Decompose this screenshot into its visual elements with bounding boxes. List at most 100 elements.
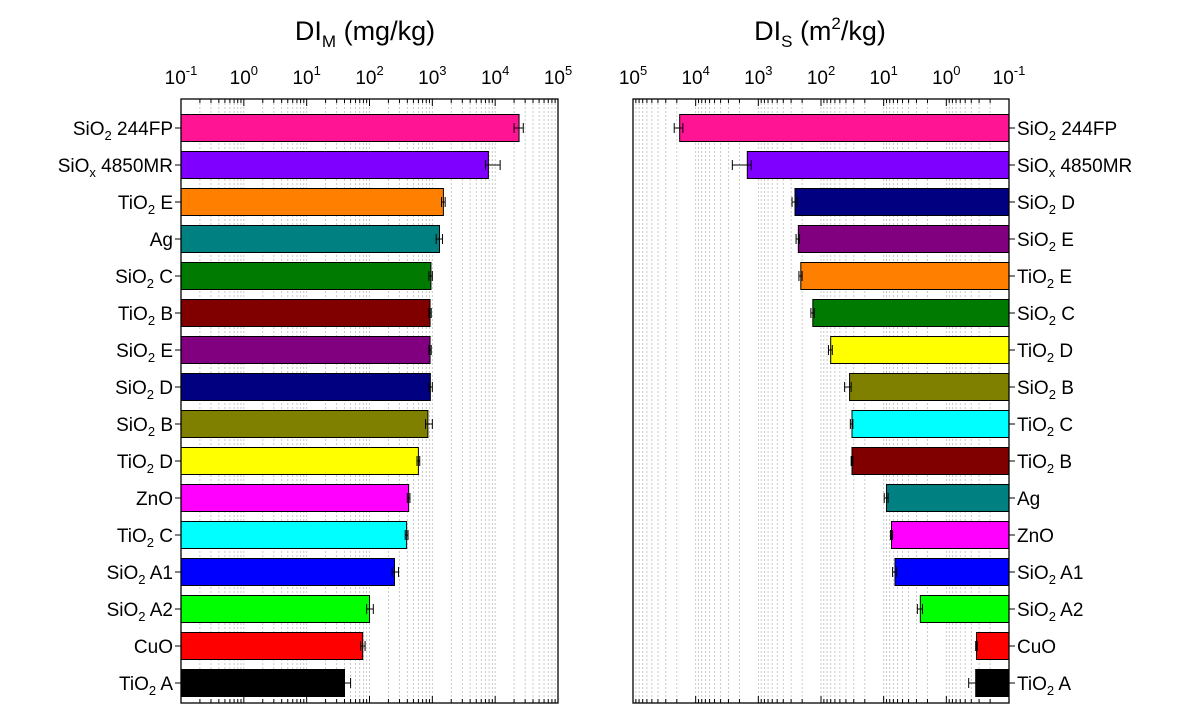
category-label: SiO2 C [115,267,173,291]
axis-title: DIS (m2/kg) [754,14,886,51]
category-label: SiO2 244FP [73,119,173,143]
bar [180,410,429,438]
tick-label: 101 [869,63,897,89]
category-label: ZnO [1017,526,1054,547]
error-bar [975,641,978,651]
category-label: SiO2 D [115,378,173,402]
tick-label: 100 [230,63,258,89]
category-label: SiO2 E [116,341,173,365]
bar [180,595,370,623]
bar [976,632,1010,660]
error-bar [416,456,421,466]
category-label: TiO2 B [1017,452,1072,476]
bar [180,262,432,290]
category-label: TiO2 E [1017,267,1072,291]
bar [830,336,1010,364]
error-bar [435,234,443,244]
bar [894,558,1010,586]
error-bar [428,382,433,392]
error-bar [673,123,684,133]
error-bar [428,271,433,281]
bars [180,114,524,697]
tick-label: 100 [932,63,960,89]
bar [180,299,431,327]
error-bar [798,271,803,281]
tick-label: 102 [807,63,835,89]
bar [679,114,1010,142]
category-label: SiO2 A2 [1017,600,1083,624]
plot-frame [180,98,559,704]
category-labels: SiO2 244FP SiOx 4850MR TiO2 E Ag SiO2 C TiO2 … [58,119,181,698]
bar [180,669,345,697]
category-label: SiO2 E [1017,230,1074,254]
error-bar [731,160,752,170]
bar [919,595,1010,623]
bar [890,521,1010,549]
category-label: Ag [1017,489,1040,510]
tick-label: 103 [744,63,772,89]
bar [180,632,364,660]
category-label: CuO [134,637,173,658]
bar [180,558,396,586]
bar [975,669,1010,697]
category-label: SiO2 A1 [107,563,173,587]
category-label: SiOx 4850MR [58,156,173,180]
bar [746,151,1010,179]
tick-label: 105 [544,63,572,89]
error-bar [428,345,432,355]
plot-frame [632,98,1010,704]
tick-label: 105 [619,63,647,89]
category-label: SiO2 244FP [1017,119,1117,143]
bar [800,262,1010,290]
bar [851,447,1010,475]
tick-label: 101 [292,63,320,89]
axis-title: DIM (mg/kg) [295,16,435,51]
category-label: TiO2 C [117,526,173,550]
category-label: Ag [150,230,173,251]
bars [673,114,1010,697]
category-label: SiO2 A2 [107,600,173,624]
category-label: TiO2 A [1017,674,1071,698]
bar [797,225,1010,253]
error-bar [513,123,524,133]
error-bar [791,197,798,207]
bar [180,447,419,475]
bar [849,373,1010,401]
tick-label: 10-1 [993,63,1026,89]
error-bar [916,604,924,614]
bar [180,225,440,253]
category-label: SiO2 C [1017,304,1075,328]
error-bar [810,308,815,318]
error-bar [849,419,854,429]
category-labels: SiO2 244FP SiOx 4850MR SiO2 D SiO2 E TiO2 E S… [1009,119,1132,698]
tick-labels: 10-1 100 101 102 103 104 105 [165,63,573,89]
tick-label: 104 [481,63,509,89]
error-bar [366,604,374,614]
error-bar [795,234,801,244]
bar [851,410,1010,438]
tick-label: 103 [418,63,446,89]
category-label: SiO2 D [1017,193,1075,217]
category-label: TiO2 C [1017,415,1073,439]
error-bar [340,678,352,688]
error-bar [404,530,409,540]
tick-label: 104 [681,63,709,89]
error-bar [406,493,411,503]
error-bar [850,456,854,466]
error-bar [968,678,978,688]
bar [180,521,408,549]
chart-panel-1: 10-1 100 101 102 103 104 105 DIM (mg/kg) SiO2 24… [58,16,573,704]
bar [180,336,431,364]
error-bar [484,160,501,170]
category-label: SiO2 B [1017,378,1074,402]
category-label: SiO2 A1 [1017,563,1083,587]
bar [180,188,444,216]
category-label: TiO2 A [119,674,173,698]
category-label: TiO2 D [1017,341,1073,365]
error-bar [391,567,400,577]
error-bar [892,567,898,577]
error-bar [360,641,366,651]
error-bar [441,197,446,207]
category-label: TiO2 D [117,452,173,476]
category-label: TiO2 E [118,193,173,217]
